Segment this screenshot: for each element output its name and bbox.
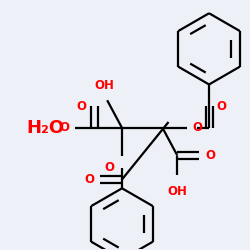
Text: O: O	[216, 100, 226, 113]
Text: H₂O: H₂O	[27, 119, 65, 137]
Text: OH: OH	[168, 185, 187, 198]
Text: O: O	[84, 173, 94, 186]
Text: O: O	[205, 149, 215, 162]
Text: O: O	[60, 122, 70, 134]
Text: O: O	[76, 100, 86, 113]
Text: OH: OH	[94, 79, 114, 92]
Text: O: O	[104, 160, 114, 173]
Text: O: O	[192, 122, 202, 134]
